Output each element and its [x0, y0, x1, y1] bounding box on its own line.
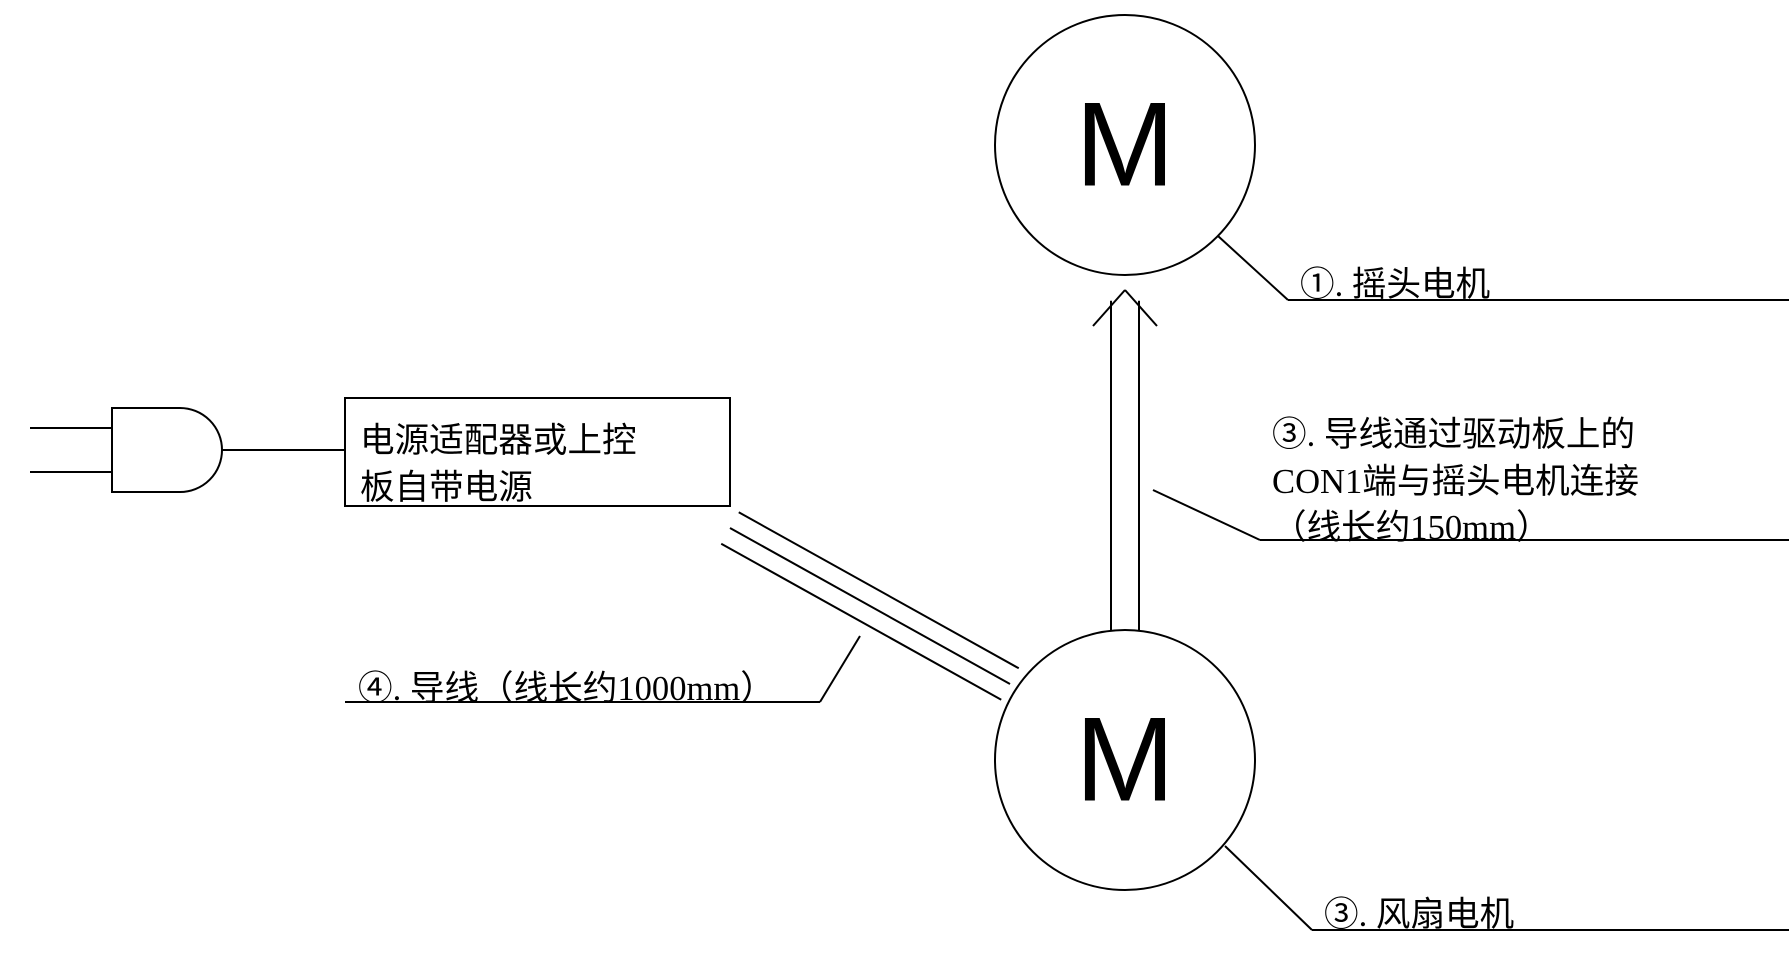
callout-1-label: ①. 摇头电机	[1300, 262, 1490, 309]
callout-3b-label: ③. 风扇电机	[1324, 892, 1514, 939]
callout-c4-lead	[820, 636, 860, 702]
power-box-label: 电源适配器或上控板自带电源	[360, 418, 637, 511]
callout-c1-lead	[1218, 236, 1288, 300]
arrow-head-left	[1093, 290, 1125, 326]
callout-3a-label: ③. 导线通过驱动板上的CON1端与摇头电机连接（线长约150mm）	[1272, 412, 1639, 552]
callout-c3a-lead	[1153, 490, 1260, 540]
callout-4-label: ④. 导线（线长约1000mm）	[358, 666, 775, 713]
arrow-head-right	[1125, 290, 1157, 326]
wire-bundle-line-0	[739, 512, 1019, 668]
wire-bundle-line-1	[730, 528, 1010, 684]
oscillation-motor-icon-letter: M	[1075, 79, 1175, 212]
callout-c3b-lead	[1225, 846, 1312, 930]
plug-body	[112, 408, 222, 492]
fan-motor-icon-letter: M	[1075, 694, 1175, 827]
